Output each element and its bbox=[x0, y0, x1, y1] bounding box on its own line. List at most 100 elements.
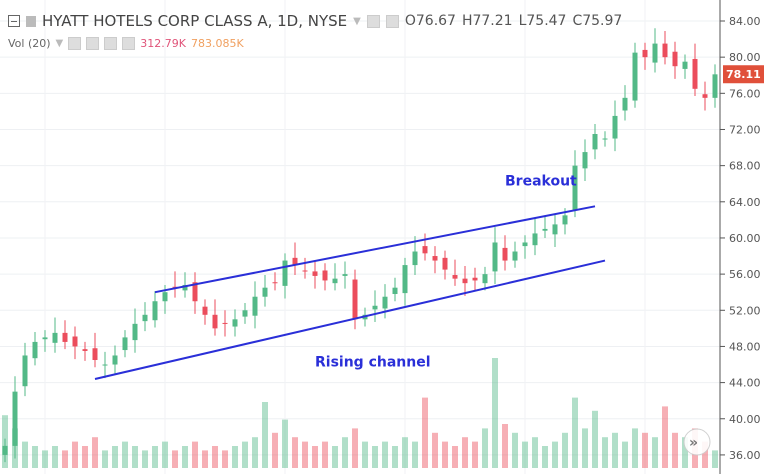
candle-body bbox=[672, 51, 678, 67]
candle-body bbox=[32, 341, 38, 359]
volume-bar bbox=[142, 450, 148, 468]
candle-body bbox=[652, 43, 658, 63]
y-tick-label: 52.00 bbox=[729, 304, 761, 317]
volume-bar bbox=[662, 406, 668, 468]
candle-body bbox=[442, 257, 448, 270]
candle-body bbox=[252, 296, 258, 316]
candle-body bbox=[122, 337, 128, 351]
gear-icon[interactable] bbox=[385, 14, 399, 28]
volume-bar bbox=[352, 428, 358, 468]
volume-bar bbox=[62, 450, 68, 468]
volume-bar bbox=[672, 432, 678, 468]
volume-bar bbox=[132, 446, 138, 468]
volume-bar bbox=[162, 441, 168, 468]
volume-bar bbox=[22, 441, 28, 468]
y-tick-label: 44.00 bbox=[729, 377, 761, 390]
candle-body bbox=[42, 337, 48, 340]
candle-body bbox=[492, 242, 498, 272]
candle-body bbox=[142, 314, 148, 322]
volume-bar bbox=[52, 446, 58, 468]
volume-bar bbox=[582, 428, 588, 468]
y-tick-label: 36.00 bbox=[729, 449, 761, 462]
candle-body bbox=[702, 94, 708, 98]
candle-body bbox=[222, 322, 228, 324]
volume-bar bbox=[552, 441, 558, 468]
volume-bar bbox=[272, 432, 278, 468]
volume-value: 312.79K bbox=[140, 37, 186, 50]
candle-body bbox=[262, 287, 268, 297]
symbol-legend: HYATT HOTELS CORP CLASS A, 1D, NYSE ▼ O7… bbox=[8, 12, 622, 30]
candle-body bbox=[232, 319, 238, 327]
plus-icon[interactable] bbox=[104, 37, 118, 50]
candle-body bbox=[682, 61, 688, 69]
open-value: O76.67 bbox=[404, 13, 456, 29]
volume-bar bbox=[92, 437, 98, 468]
volume-bar bbox=[612, 432, 618, 468]
candle-body bbox=[112, 355, 118, 365]
candle-body bbox=[372, 305, 378, 310]
scroll-to-latest-button[interactable] bbox=[683, 428, 711, 456]
price-axis[interactable]: 84.00 80.00 76.00 72.00 68.00 64.00 60.00 56.00… bbox=[683, 0, 764, 474]
volume-bar bbox=[702, 441, 708, 468]
candle-body bbox=[342, 274, 348, 276]
candle-body bbox=[242, 310, 248, 317]
candle-body bbox=[272, 282, 278, 284]
candle-body bbox=[212, 314, 218, 329]
channel-line-upper bbox=[154, 205, 596, 294]
annotation-label: Breakout bbox=[505, 174, 577, 190]
volume-bar bbox=[262, 402, 268, 468]
volume-bar bbox=[102, 450, 108, 468]
candle-body bbox=[292, 257, 298, 266]
candle-body bbox=[202, 306, 208, 315]
flag-icon[interactable] bbox=[26, 15, 36, 27]
candle-body bbox=[412, 251, 418, 266]
volume-bar bbox=[562, 432, 568, 468]
eye-icon[interactable] bbox=[366, 14, 380, 28]
y-tick-label: 84.00 bbox=[729, 15, 761, 28]
candle-body bbox=[462, 278, 468, 284]
volume-bar bbox=[252, 437, 258, 468]
collapse-icon[interactable] bbox=[8, 15, 20, 27]
candle-body bbox=[612, 115, 618, 139]
volume-bar bbox=[72, 441, 78, 468]
volume-ma-value: 783.085K bbox=[190, 37, 244, 50]
volume-bar bbox=[412, 441, 418, 468]
chevron-down-icon[interactable]: ▼ bbox=[353, 15, 361, 27]
candle-body bbox=[102, 364, 108, 366]
candle-body bbox=[132, 323, 138, 341]
close-value: C75.97 bbox=[572, 13, 623, 29]
volume-bar bbox=[292, 437, 298, 468]
volume-bar bbox=[32, 446, 38, 468]
candle-body bbox=[632, 52, 638, 101]
volume-bar bbox=[222, 450, 228, 468]
candle-body bbox=[312, 271, 318, 276]
volume-bar bbox=[482, 428, 488, 468]
candle-body bbox=[302, 270, 308, 272]
candle-body bbox=[502, 247, 508, 261]
volume-bar bbox=[382, 441, 388, 468]
candle-body bbox=[452, 275, 458, 279]
volume-bar bbox=[462, 437, 468, 468]
volume-label[interactable]: Vol (20) bbox=[8, 37, 51, 50]
volume-bar bbox=[302, 441, 308, 468]
symbol-title[interactable]: HYATT HOTELS CORP CLASS A, 1D, NYSE bbox=[42, 12, 348, 30]
gear-icon[interactable] bbox=[86, 37, 100, 50]
volume-bar bbox=[602, 437, 608, 468]
candle-body bbox=[482, 274, 488, 284]
volume-bar bbox=[242, 441, 248, 468]
eye-icon[interactable] bbox=[68, 37, 82, 50]
candle-body bbox=[2, 445, 8, 455]
volume-bar bbox=[212, 446, 218, 468]
candle-body bbox=[512, 251, 518, 261]
volume-bar bbox=[652, 437, 658, 468]
volume-bar bbox=[572, 397, 578, 468]
close-icon[interactable] bbox=[122, 37, 136, 50]
volume-bar bbox=[712, 450, 718, 468]
volume-bar bbox=[432, 432, 438, 468]
y-tick-label: 76.00 bbox=[729, 87, 761, 100]
volume-bar bbox=[322, 441, 328, 468]
candle-body bbox=[622, 97, 628, 111]
chevron-down-icon[interactable]: ▼ bbox=[55, 38, 64, 49]
candle-body bbox=[432, 256, 438, 261]
